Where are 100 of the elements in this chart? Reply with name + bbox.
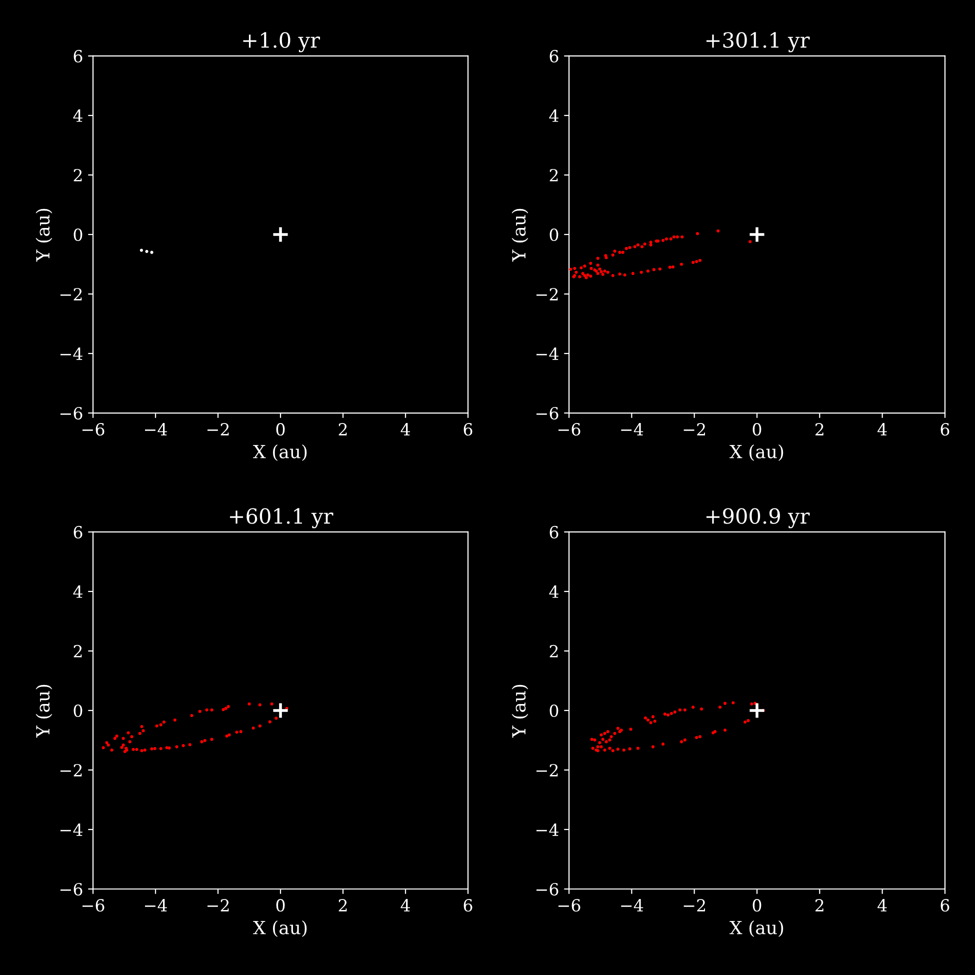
point [600,745,603,748]
point [610,735,613,738]
x-tick-label: 0 [752,899,762,912]
point [210,708,214,712]
point [120,746,124,749]
x-tick-label: 6 [940,423,950,436]
point [113,736,116,740]
point [188,743,192,746]
point [138,732,142,735]
y-axis-title: Y (au) [36,208,52,262]
point [744,720,747,724]
point [102,746,105,750]
point [680,740,684,744]
point [606,730,610,734]
point [248,702,251,706]
point [190,714,194,718]
point [155,724,158,728]
y-tick-label: −2 [536,288,558,300]
x-tick-label: 4 [400,899,410,912]
x-tick-label: 4 [878,899,887,912]
point [258,724,262,728]
point [142,729,145,732]
point [228,733,231,736]
point [596,745,600,748]
point [608,746,612,750]
point [143,748,146,752]
x-tick-label: −4 [144,423,167,436]
point [272,226,290,244]
y-tick-label: −2 [536,764,558,776]
x-tick-label: 6 [464,899,472,912]
x-tick-label: −6 [558,899,580,912]
point [651,715,655,718]
point [106,743,110,747]
y-tick-label: 0 [74,704,82,718]
point [105,741,108,744]
point [750,702,754,706]
point [616,726,620,730]
point [203,738,206,742]
point [700,707,704,711]
point [140,749,144,752]
y-tick-label: −6 [60,882,82,896]
point [692,706,695,709]
point [128,740,132,744]
x-axis-title: X (au) [730,920,784,937]
y-tick-label: −4 [60,823,82,836]
y-tick-label: 6 [74,526,82,539]
chart-title: +301.1 yr [706,32,810,52]
point [732,701,735,704]
y-tick-label: 0 [550,228,558,242]
point [150,747,154,750]
point [591,746,594,750]
y-tick-label: 4 [73,109,82,122]
x-tick-label: 2 [338,423,347,436]
y-tick-label: −2 [60,288,82,300]
point [165,746,168,750]
x-tick-label: −2 [684,899,705,912]
x-axis-title: X (au) [253,920,307,937]
x-tick-label: −6 [82,423,104,436]
x-axis-title: X (au) [730,444,784,461]
x-tick-label: 4 [878,423,887,436]
x-tick-label: −6 [558,423,580,436]
point [272,702,290,720]
point [593,738,596,742]
point [200,740,204,744]
point [694,736,698,740]
point [646,718,650,722]
point [239,730,242,734]
y-tick-label: 0 [550,704,558,718]
point [110,748,114,752]
x-tick-label: 0 [276,899,285,912]
point [636,746,640,750]
point [159,747,162,750]
y-axis-title: Y (au) [512,208,528,262]
x-tick-label: 6 [940,899,950,912]
point [198,710,202,713]
y-axis-title: Y (au) [36,684,52,738]
point [145,250,148,253]
point [723,728,727,732]
point [600,733,603,736]
y-tick-label: 2 [74,644,82,658]
x-tick-label: −4 [621,899,644,912]
point [653,720,656,723]
point [629,728,632,731]
x-tick-label: −6 [82,899,104,912]
y-tick-label: −4 [60,347,82,360]
y-tick-label: 4 [73,585,82,598]
y-tick-label: 2 [74,168,82,182]
x-tick-label: −2 [207,899,229,912]
y-tick-label: 0 [74,228,82,242]
point [718,706,722,709]
point [135,748,138,752]
x-tick-label: 2 [338,899,347,912]
point [140,724,144,728]
point [603,748,606,752]
y-tick-label: −6 [536,882,558,896]
chart-title: +900.9 yr [706,508,810,528]
y-axis-title: Y (au) [512,684,528,738]
point [670,712,674,716]
point [130,735,134,738]
point [603,732,606,735]
